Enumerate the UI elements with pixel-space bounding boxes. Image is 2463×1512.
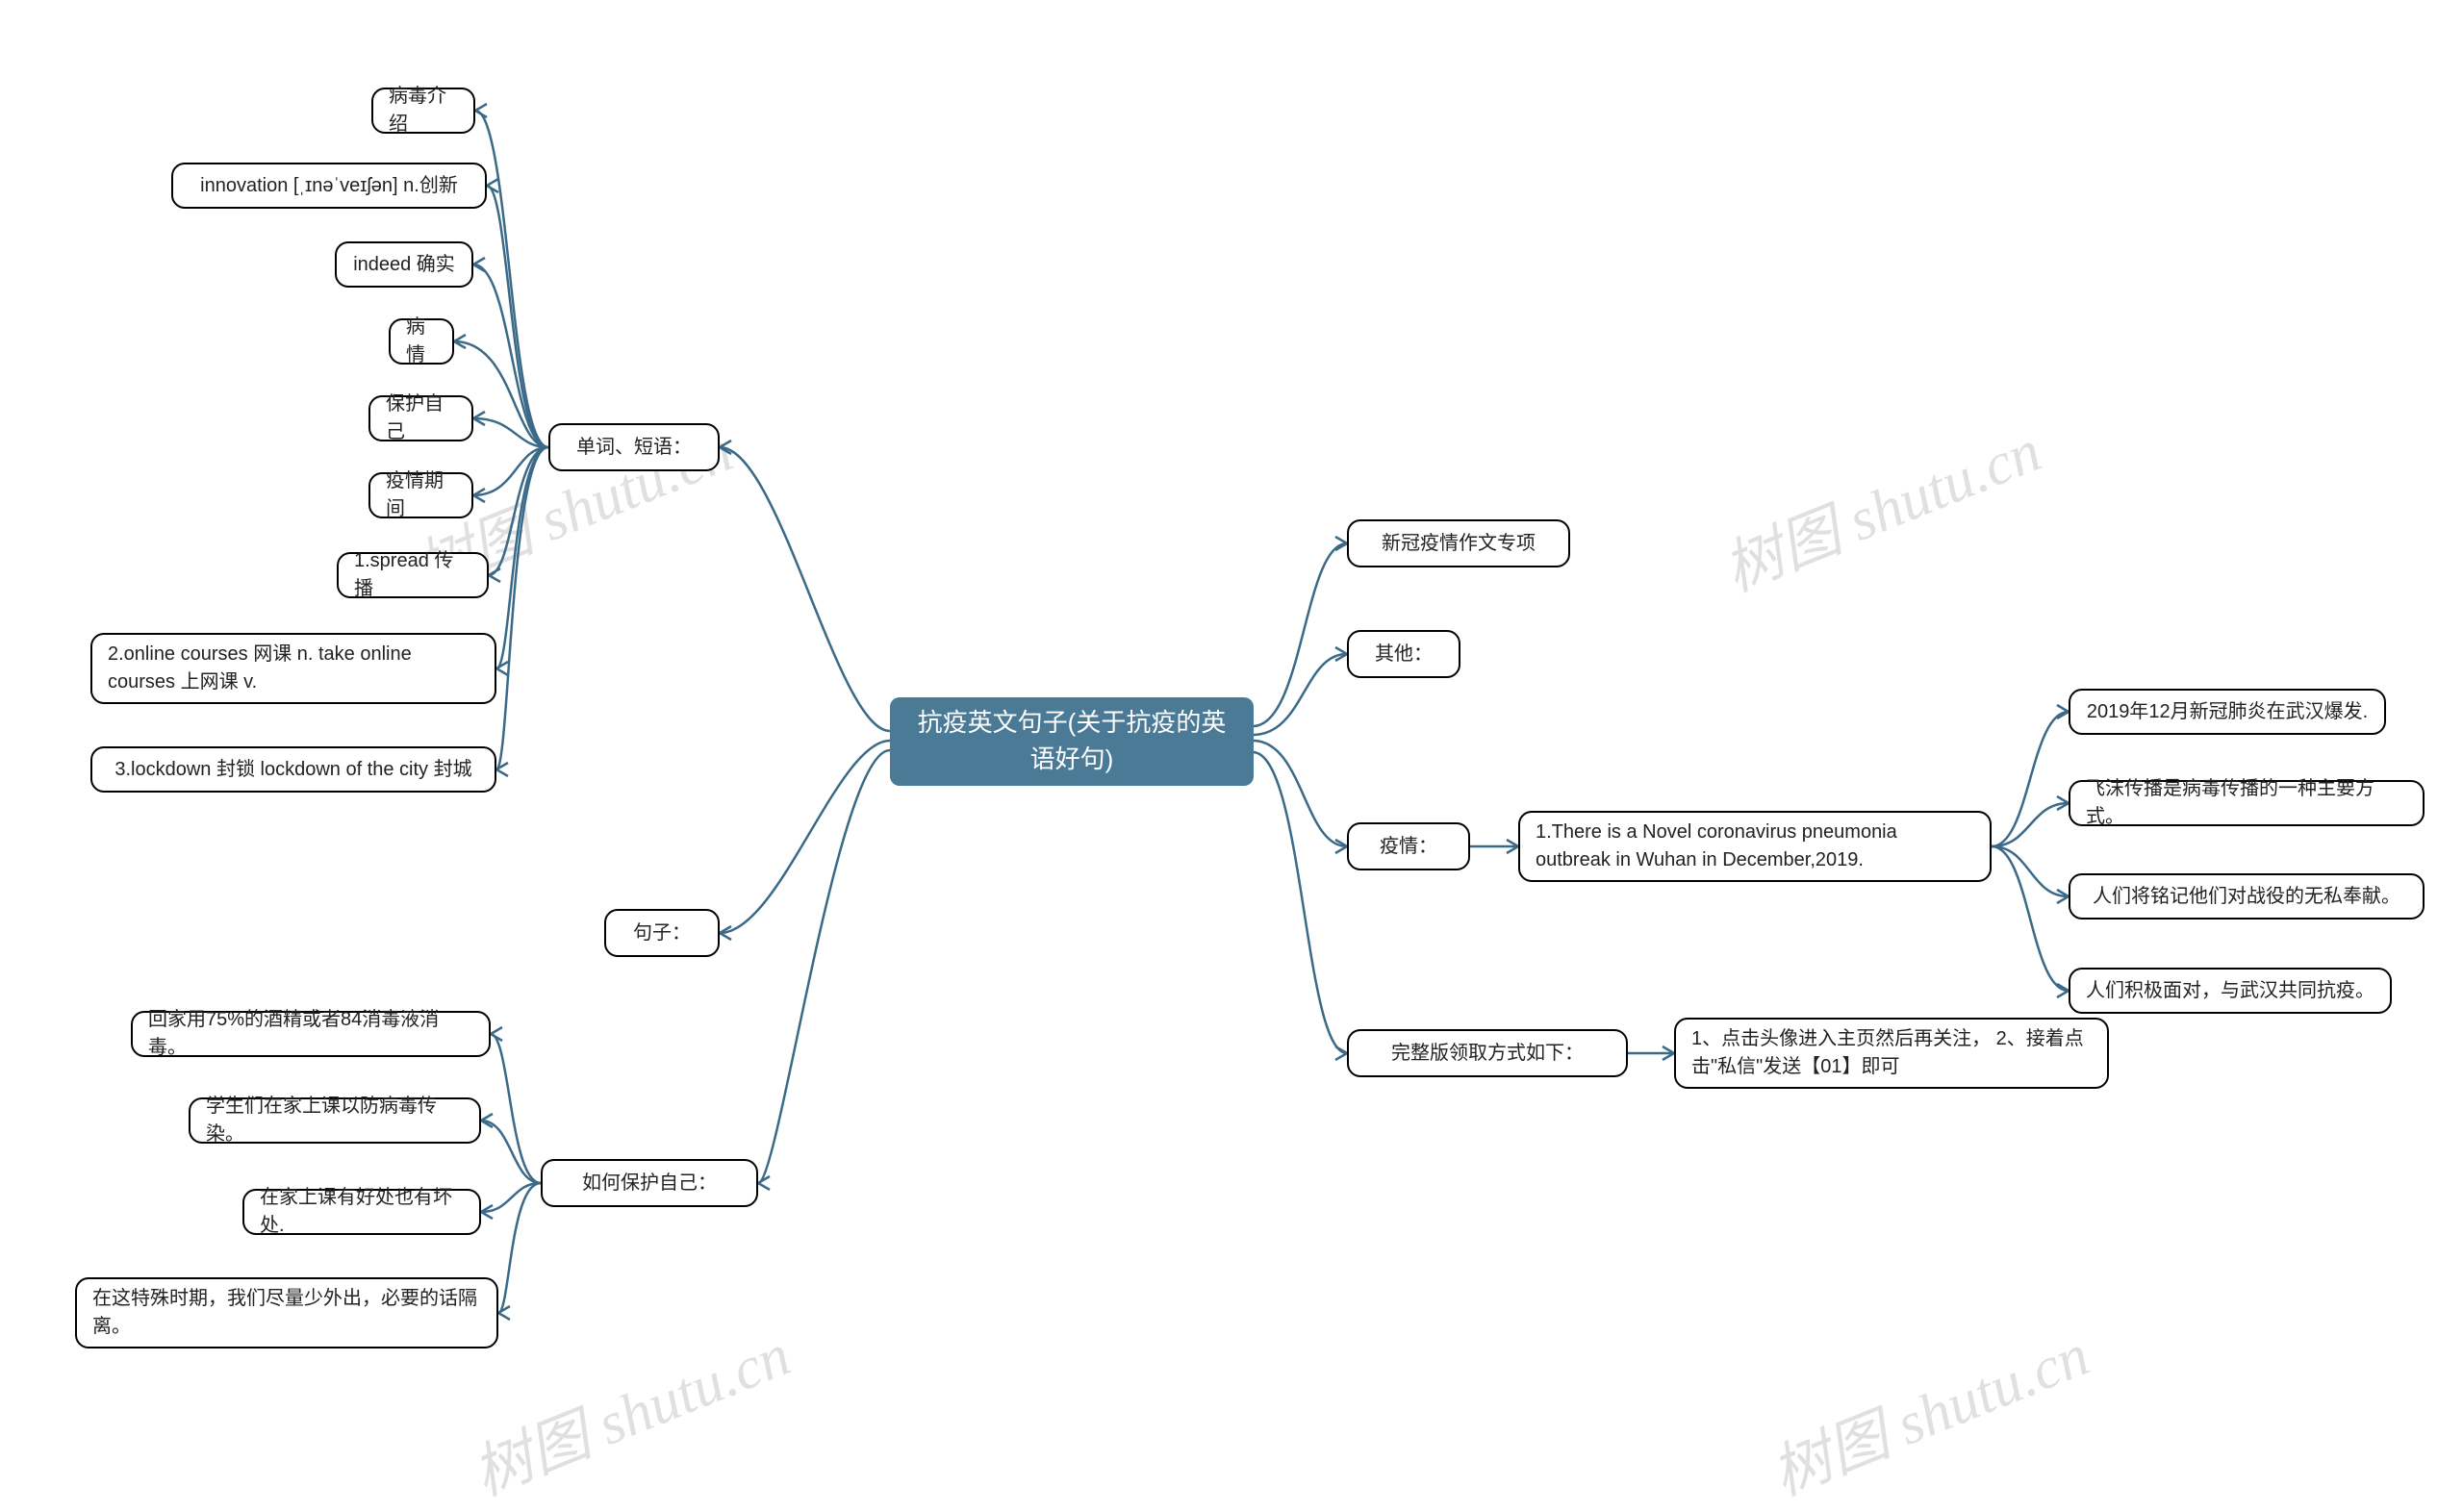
branch-full-version: 完整版领取方式如下：	[1347, 1029, 1628, 1077]
branch-protect-self: 如何保护自己：	[541, 1159, 758, 1207]
leaf-label: 人们积极面对，与武汉共同抗疫。	[2086, 977, 2374, 1005]
leaf-node: 2019年12月新冠肺炎在武汉爆发.	[2069, 689, 2386, 735]
root-node: 抗疫英文句子(关于抗疫的英语好句)	[890, 697, 1254, 786]
leaf-node: 病毒介绍	[371, 88, 475, 134]
leaf-node: 病情	[389, 318, 454, 365]
leaf-label: 1.spread 传播	[354, 547, 471, 603]
leaf-label: 学生们在家上课以防病毒传染。	[206, 1093, 464, 1148]
leaf-label: innovation [ˌɪnəˈveɪʃən] n.创新	[200, 172, 458, 200]
leaf-label: 疫情期间	[386, 467, 456, 523]
leaf-label: 在这特殊时期，我们尽量少外出，必要的话隔离。	[92, 1285, 481, 1341]
branch-essay-topic: 新冠疫情作文专项	[1347, 519, 1570, 567]
leaf-label: 回家用75%的酒精或者84消毒液消毒。	[148, 1006, 473, 1062]
leaf-label: 病情	[406, 314, 437, 369]
leaf-full-version-instructions: 1、点击头像进入主页然后再关注， 2、接着点击"私信"发送【01】即可	[1674, 1018, 2109, 1089]
watermark: 树图 shutu.cn	[458, 1306, 800, 1512]
leaf-label: 飞沫传播是病毒传播的一种主要方式。	[2086, 775, 2407, 831]
branch-epidemic-label: 疫情：	[1380, 833, 1437, 861]
leaf-node: innovation [ˌɪnəˈveɪʃən] n.创新	[171, 163, 487, 209]
node-epidemic-sentence-label: 1.There is a Novel coronavirus pneumonia…	[1536, 819, 1974, 874]
leaf-node: 飞沫传播是病毒传播的一种主要方式。	[2069, 780, 2425, 826]
branch-sentences-label: 句子：	[633, 920, 691, 947]
leaf-node: 1.spread 传播	[337, 552, 489, 598]
leaf-node: 回家用75%的酒精或者84消毒液消毒。	[131, 1011, 491, 1057]
leaf-label: 3.lockdown 封锁 lockdown of the city 封城	[114, 756, 471, 784]
leaf-label: 2019年12月新冠肺炎在武汉爆发.	[2087, 698, 2368, 726]
leaf-label: 2.online courses 网课 n. take online cours…	[108, 641, 479, 696]
branch-sentences: 句子：	[604, 909, 720, 957]
leaf-label: 病毒介绍	[389, 83, 458, 139]
leaf-node: 学生们在家上课以防病毒传染。	[189, 1097, 481, 1144]
root-label: 抗疫英文句子(关于抗疫的英语好句)	[913, 705, 1231, 777]
branch-full-version-label: 完整版领取方式如下：	[1391, 1040, 1584, 1068]
leaf-label: 在家上课有好处也有坏处.	[260, 1184, 464, 1240]
branch-words-phrases-label: 单词、短语：	[576, 434, 692, 462]
watermark: 树图 shutu.cn	[1709, 402, 2051, 608]
leaf-label: indeed 确实	[353, 251, 455, 279]
branch-essay-topic-label: 新冠疫情作文专项	[1382, 530, 1536, 558]
leaf-node: 疫情期间	[368, 472, 473, 518]
leaf-node: 3.lockdown 封锁 lockdown of the city 封城	[90, 746, 496, 793]
leaf-node: 人们积极面对，与武汉共同抗疫。	[2069, 968, 2392, 1014]
leaf-node: 在家上课有好处也有坏处.	[242, 1189, 481, 1235]
node-epidemic-sentence: 1.There is a Novel coronavirus pneumonia…	[1518, 811, 1992, 882]
branch-other: 其他：	[1347, 630, 1460, 678]
leaf-label: 保护自己	[386, 391, 456, 446]
branch-protect-self-label: 如何保护自己：	[582, 1170, 717, 1197]
leaf-node: 保护自己	[368, 395, 473, 441]
leaf-node: 在这特殊时期，我们尽量少外出，必要的话隔离。	[75, 1277, 498, 1348]
leaf-label: 1、点击头像进入主页然后再关注， 2、接着点击"私信"发送【01】即可	[1691, 1025, 2092, 1081]
leaf-node: 2.online courses 网课 n. take online cours…	[90, 633, 496, 704]
leaf-label: 人们将铭记他们对战役的无私奉献。	[2093, 883, 2400, 911]
branch-other-label: 其他：	[1375, 641, 1433, 668]
leaf-node: indeed 确实	[335, 241, 473, 288]
branch-epidemic: 疫情：	[1347, 822, 1470, 870]
leaf-node: 人们将铭记他们对战役的无私奉献。	[2069, 873, 2425, 920]
branch-words-phrases: 单词、短语：	[548, 423, 720, 471]
watermark: 树图 shutu.cn	[1757, 1306, 2099, 1512]
